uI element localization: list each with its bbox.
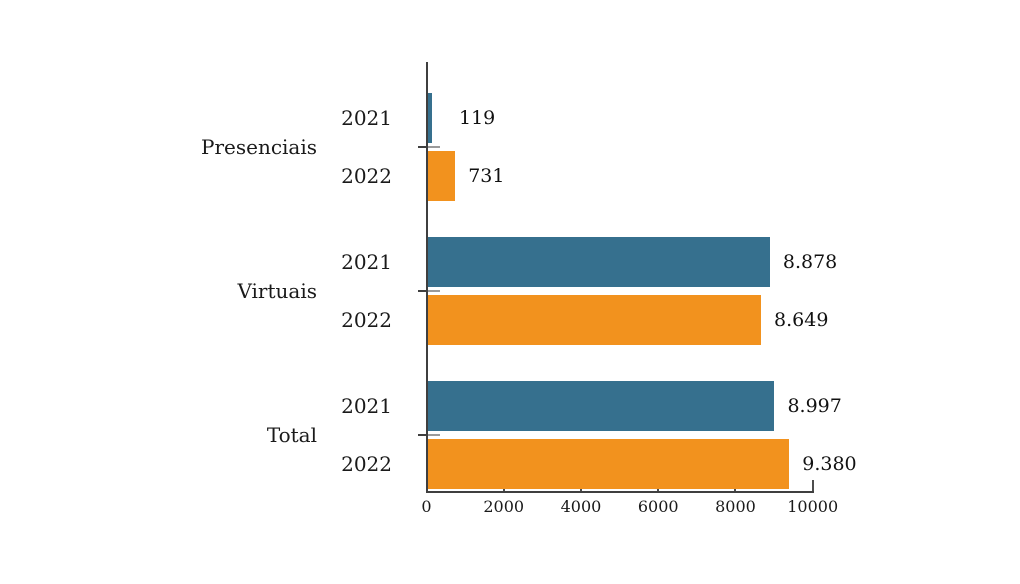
x-axis-tick-label: 6000 bbox=[637, 496, 679, 516]
y-axis-tick bbox=[418, 146, 426, 148]
category-label-presenciais: Presenciais bbox=[200, 135, 317, 159]
bar-2022-total bbox=[427, 439, 790, 489]
series-label-2021: 2021 bbox=[341, 394, 392, 418]
value-label-2021-virtuais: 8.878 bbox=[782, 251, 838, 273]
x-axis-tick-label: 0 bbox=[421, 496, 432, 516]
y-axis-tick bbox=[418, 290, 426, 292]
value-label-2021-total: 8.997 bbox=[787, 395, 842, 417]
x-axis-line bbox=[425, 490, 814, 493]
series-label-2021: 2021 bbox=[341, 106, 392, 130]
bar-2022-presenciais bbox=[427, 151, 456, 201]
bar-2022-virtuais bbox=[427, 295, 762, 345]
category-label-virtuais: Virtuais bbox=[237, 279, 317, 303]
value-label-2022-presenciais: 731 bbox=[468, 165, 505, 187]
series-label-2022: 2022 bbox=[341, 452, 392, 476]
y-axis-line bbox=[425, 62, 428, 492]
series-label-2022: 2022 bbox=[341, 308, 392, 332]
bar-2021-virtuais bbox=[427, 237, 770, 287]
x-axis-tick-label: 2000 bbox=[483, 496, 525, 516]
bar-2021-presenciais bbox=[427, 93, 432, 143]
value-label-2022-virtuais: 8.649 bbox=[774, 309, 829, 331]
bar-2021-total bbox=[427, 381, 775, 431]
x-axis-tick-label: 10000 bbox=[787, 496, 839, 516]
y-axis-tick-inner bbox=[427, 434, 440, 436]
value-label-2022-total: 9.380 bbox=[802, 453, 857, 475]
x-axis-tick-label: 8000 bbox=[715, 496, 756, 516]
category-label-total: Total bbox=[266, 423, 317, 447]
x-axis-tick bbox=[811, 479, 814, 491]
value-label-2021-presenciais: 119 bbox=[459, 107, 496, 129]
x-axis-tick-label: 4000 bbox=[560, 496, 602, 516]
y-axis-tick-inner bbox=[427, 290, 440, 292]
series-label-2021: 2021 bbox=[341, 250, 392, 274]
y-axis-tick-inner bbox=[427, 146, 440, 148]
series-label-2022: 2022 bbox=[341, 164, 392, 188]
y-axis-tick bbox=[418, 434, 426, 436]
